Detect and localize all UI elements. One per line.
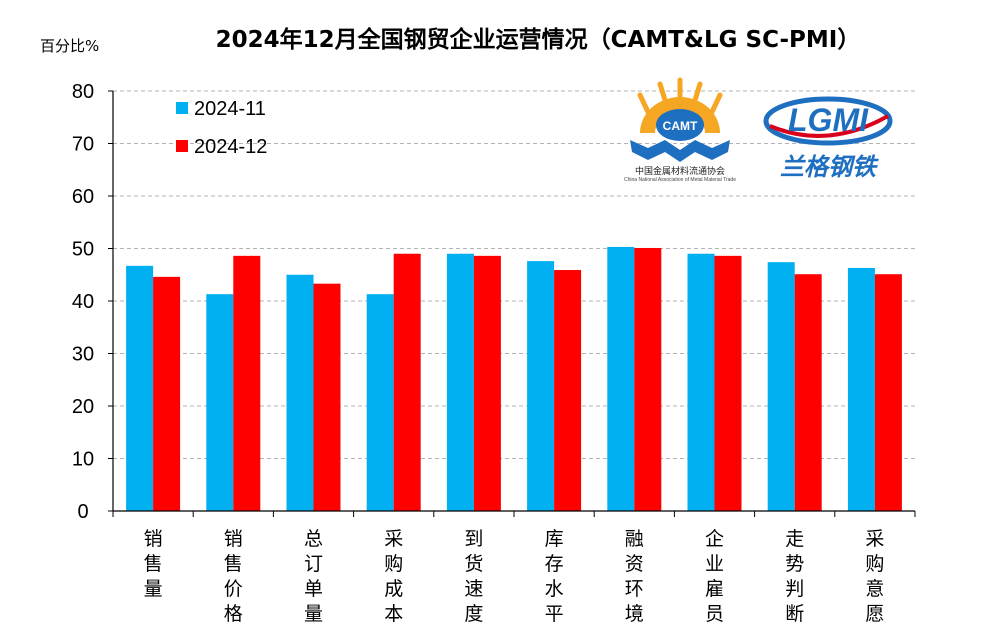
bars xyxy=(126,246,902,512)
bar-nov xyxy=(286,274,314,511)
y-tick-label: 20 xyxy=(72,396,94,418)
bar-nov xyxy=(126,265,154,511)
y-tick-label: 80 xyxy=(72,81,94,103)
lgmi-name-cn: 兰格钢铁 xyxy=(780,153,879,181)
y-tick-label: 10 xyxy=(72,449,94,471)
x-tick-label: 融资环境 xyxy=(625,528,644,625)
x-tick-label: 走势判断 xyxy=(785,528,804,625)
y-tick-label: 50 xyxy=(72,239,94,261)
bar-dec xyxy=(554,270,582,511)
x-tick-label: 到货速度 xyxy=(464,528,483,625)
legend-label: 2024-11 xyxy=(194,98,266,120)
lgmi-emblem-text: LGMI xyxy=(788,102,869,138)
bar-dec xyxy=(153,276,181,511)
x-tick-label: 总订单量 xyxy=(304,528,323,625)
y-axis-unit-label: 百分比% xyxy=(40,37,99,55)
y-tick-label: 40 xyxy=(72,291,94,313)
bar-nov xyxy=(767,262,795,511)
axes xyxy=(108,90,916,517)
bar-dec xyxy=(634,247,662,511)
bar-dec xyxy=(233,255,261,511)
x-tick-label: 库存水平 xyxy=(545,528,564,625)
x-tick-label: 采购成本 xyxy=(384,528,403,625)
bar-dec xyxy=(874,274,902,511)
bar-dec xyxy=(313,283,341,511)
camt-logo: CAMT 中国金属材料流通协会 China National Associati… xyxy=(624,77,736,183)
camt-name-en: China National Association of Metal Mate… xyxy=(624,177,736,183)
x-tick-label: 销售量 xyxy=(144,528,163,600)
legend-swatch xyxy=(176,102,188,114)
y-tick-label: 30 xyxy=(72,344,94,366)
camt-name-cn: 中国金属材料流通协会 xyxy=(635,165,725,177)
bar-dec xyxy=(714,255,742,511)
x-tick-label: 采购意愿 xyxy=(865,528,884,625)
bar-nov xyxy=(366,294,394,511)
legend-label: 2024-12 xyxy=(194,136,267,158)
camt-emblem-text: CAMT xyxy=(663,119,698,133)
y-tick-label: 70 xyxy=(72,134,94,156)
bar-nov xyxy=(206,294,234,511)
y-tick-labels: 0 10 20 30 40 50 60 70 80 xyxy=(72,81,94,523)
lgmi-logo: LGMI 兰格钢铁 xyxy=(763,96,893,181)
chart-title: 2024年12月全国钢贸企业运营情况（CAMT&LG SC-PMI） xyxy=(216,26,861,53)
bar-dec xyxy=(794,274,822,511)
x-tick-labels: 销售量 销售价格 总订单量 采购成本 到货速度 库存水平 融资环境 企业雇员 走势判断 采购意愿 xyxy=(144,528,885,625)
bar-nov xyxy=(527,261,555,511)
bar-nov xyxy=(446,253,474,511)
y-tick-label: 60 xyxy=(72,186,94,208)
bar-dec xyxy=(473,255,501,511)
legend-swatch xyxy=(176,140,188,152)
bar-nov xyxy=(847,267,875,511)
x-tick-label: 企业雇员 xyxy=(705,528,724,625)
bar-nov xyxy=(687,253,715,511)
bar-nov xyxy=(607,246,635,512)
legend: 2024-11 2024-12 xyxy=(176,98,267,158)
x-tick-label: 销售价格 xyxy=(224,528,243,625)
y-tick-label: 0 xyxy=(77,501,88,523)
bar-dec xyxy=(393,253,421,511)
